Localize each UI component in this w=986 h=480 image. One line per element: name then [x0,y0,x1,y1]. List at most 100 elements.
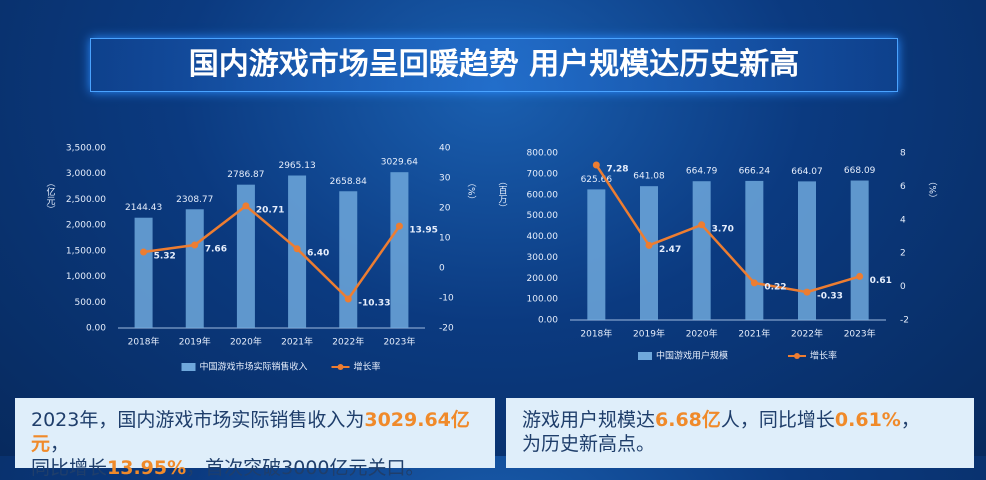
highlight-text: 0.61% [834,409,901,431]
y2-tick-label: 8 [900,149,906,159]
legend-label: 增长率 [810,350,837,362]
bar [185,209,204,328]
note-text: 2023年，国内游戏市场实际销售收入为 [31,409,365,431]
line-label: 2.47 [659,245,681,255]
x-tick-label: 2021年 [281,336,313,348]
y2-tick-label: 2 [900,249,906,259]
line-marker [191,241,199,249]
note-text: 为历史新高点。 [522,433,656,455]
line-marker [592,161,600,169]
note-text: ， [900,409,920,431]
line-label: 0.61 [870,276,892,286]
y-tick-label: 400.00 [527,232,559,242]
y2-tick-label: 6 [900,182,906,192]
note-text: ，首次突破3000亿元关口。 [186,457,425,479]
y2-tick-label: 0 [439,264,445,274]
highlight-text: 13.95% [107,457,187,479]
y2-tick-label: 0 [900,282,906,292]
bar [134,217,153,328]
x-tick-label: 2023年 [383,336,415,348]
y2-tick-label: -20 [439,324,454,334]
x-tick-label: 2018年 [128,336,160,348]
legend-swatch [337,364,344,370]
line-marker [242,202,250,210]
bar-label: 2144.43 [125,203,162,213]
y2-tick-label: 10 [439,234,451,244]
bar-label: 641.08 [633,172,665,182]
y-tick-label: 700.00 [527,169,559,179]
bar-label: 3029.64 [381,158,418,168]
line [595,164,861,294]
bar-label: 2965.13 [278,161,315,171]
line-marker [803,288,811,296]
y2-tick-label: 20 [439,204,451,214]
y2-tick-label: -2 [900,316,909,326]
legend-swatch [181,363,196,371]
legend-label: 中国游戏用户规模 [656,350,728,362]
y-tick-label: 1,000.00 [66,272,106,282]
x-tick-label: 2018年 [580,328,612,340]
line-marker [856,272,864,280]
x-tick-label: 2022年 [791,328,823,340]
title-banner: 国内游戏市场呈回暖趋势 用户规模达历史新高 [90,38,898,92]
y-tick-label: 500.00 [75,298,107,308]
bar-label: 2658.84 [330,177,367,187]
bar-label: 625.66 [581,175,613,185]
y-tick-label: 100.00 [527,295,559,305]
y-axis-title: （亿元） [45,178,56,214]
y-tick-label: 500.00 [527,211,559,221]
line-label: 20.71 [256,205,284,215]
y-tick-label: 0.00 [538,316,558,326]
y-axis-title: （百万） [497,177,508,213]
y2-tick-label: -10 [439,294,454,304]
y-tick-label: 300.00 [527,253,559,263]
note-text: 游戏用户规模达 [522,409,656,431]
x-tick-label: 2023年 [844,328,876,340]
x-tick-label: 2022年 [332,336,364,348]
bar-label: 2786.87 [227,170,264,180]
line-label: 7.66 [205,245,227,255]
line-marker [293,245,301,253]
line-marker [344,295,352,303]
legend-swatch [638,352,652,360]
bar [745,180,764,320]
x-tick-label: 2020年 [686,328,718,340]
note-box: 游戏用户规模达6.68亿人，同比增长0.61%， 为历史新高点。 [506,398,974,468]
y-tick-label: 2,000.00 [66,221,106,231]
bar [390,172,409,328]
line-label: 13.95 [409,226,437,236]
bar-label: 664.07 [791,167,823,177]
note-text: ， [50,433,70,455]
y2-tick-label: 4 [900,215,906,225]
y2-axis-title: （%） [466,178,477,205]
bar-label: 2308.77 [176,195,213,205]
x-tick-label: 2021年 [738,328,770,340]
x-tick-label: 2019年 [179,336,211,348]
y2-axis-title: （%） [927,177,938,204]
bar [798,181,816,320]
bar [236,184,255,328]
y2-tick-label: 30 [439,174,451,184]
bar-label: 666.24 [739,166,771,176]
y2-tick-label: 40 [439,144,451,154]
line-label: 5.32 [154,252,176,262]
highlight-text: 3029.64亿元 [31,409,470,455]
line-label: 3.70 [712,224,734,234]
bar [640,186,658,320]
note-box: 2023年，国内游戏市场实际销售收入为3029.64亿元， 同比增长13.95%，… [15,398,495,479]
y-tick-label: 2,500.00 [66,195,106,205]
line-marker [698,221,706,229]
x-tick-label: 2020年 [230,336,262,348]
line-marker [750,279,758,287]
line-marker [140,248,148,256]
note-text: 同比增长 [31,457,108,479]
bar [850,180,869,320]
legend-label: 中国游戏市场实际销售收入 [200,361,308,373]
line-marker [645,241,653,249]
y-tick-label: 600.00 [527,190,559,200]
line-marker [395,222,403,230]
highlight-text: 6.68亿 [655,409,721,431]
y-tick-label: 800.00 [527,149,559,159]
y-tick-label: 1,500.00 [66,246,106,256]
line-label: 7.28 [606,165,628,175]
